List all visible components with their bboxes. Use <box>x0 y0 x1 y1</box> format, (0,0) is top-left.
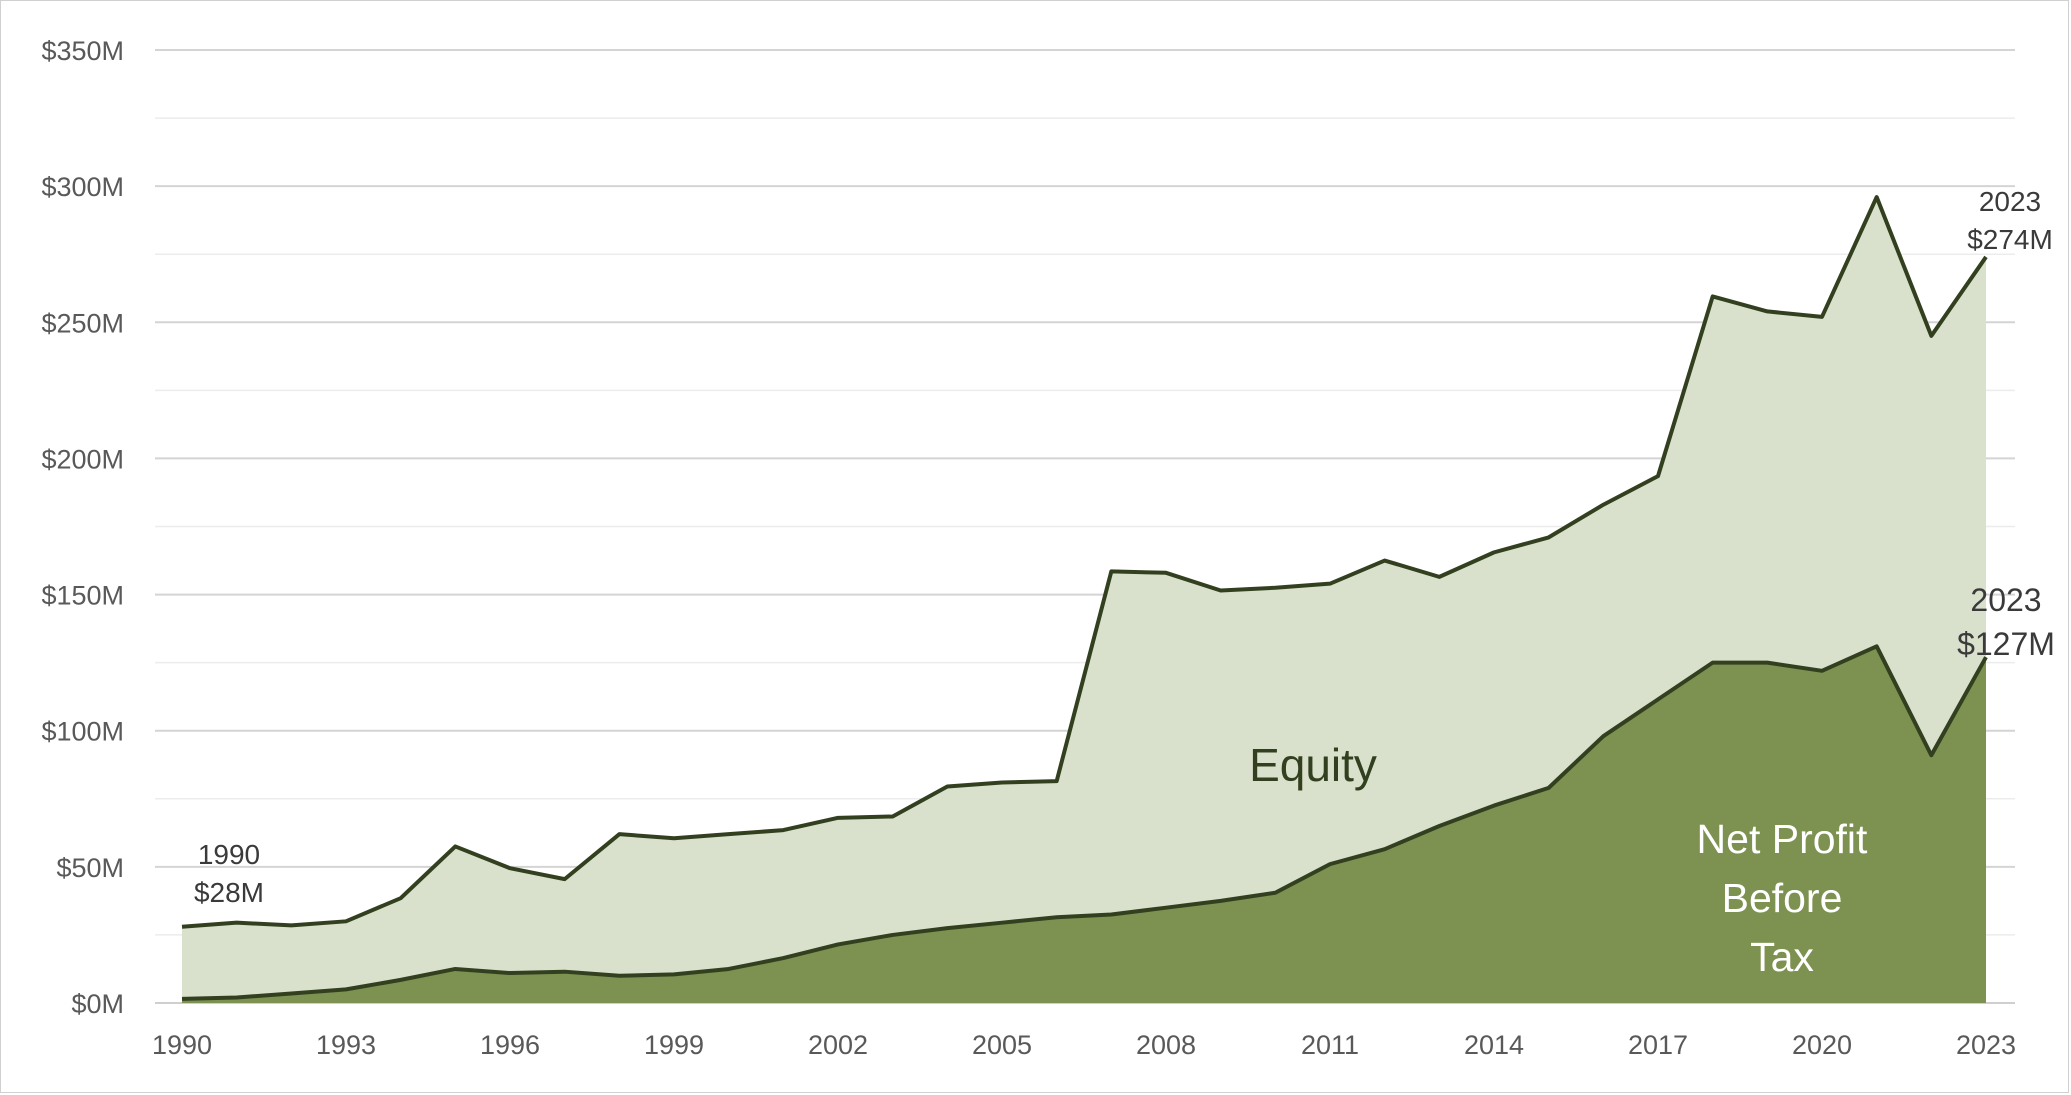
x-tick-label: 2020 <box>1792 1030 1852 1060</box>
start-annotation-year: 1990 <box>198 839 260 870</box>
x-tick-label: 2014 <box>1464 1030 1524 1060</box>
profit-series-label-line3: Tax <box>1750 934 1814 980</box>
x-tick-label: 2017 <box>1628 1030 1688 1060</box>
line-series <box>181 195 1988 1001</box>
x-tick-label: 1996 <box>480 1030 540 1060</box>
profit-end-annotation-year: 2023 <box>1970 582 2041 618</box>
y-tick-label: $200M <box>41 444 124 474</box>
line-net-profit <box>181 644 1988 1001</box>
y-tick-label: $100M <box>41 717 124 747</box>
x-tick-label: 1993 <box>316 1030 376 1060</box>
x-tick-label: 1999 <box>644 1030 704 1060</box>
y-tick-label: $350M <box>41 36 124 66</box>
equity-end-annotation-year: 2023 <box>1979 186 2041 217</box>
x-tick-label: 2011 <box>1301 1030 1359 1060</box>
profit-series-label-line1: Net Profit <box>1697 816 1868 862</box>
line-equity <box>181 195 1988 929</box>
x-tick-label: 2005 <box>972 1030 1032 1060</box>
profit-series-label-line2: Before <box>1722 875 1843 921</box>
y-tick-label: $50M <box>56 853 124 883</box>
y-tick-label: $0M <box>71 989 124 1019</box>
start-annotation-value: $28M <box>194 877 264 908</box>
x-tick-label: 2008 <box>1136 1030 1196 1060</box>
y-tick-label: $150M <box>41 581 124 611</box>
x-tick-label: 2002 <box>808 1030 868 1060</box>
profit-end-annotation-value: $127M <box>1957 626 2055 662</box>
area-series <box>182 197 1986 1003</box>
area-net-profit <box>182 646 1986 1003</box>
y-tick-label: $250M <box>41 308 124 338</box>
equity-series-label: Equity <box>1249 739 1377 791</box>
y-tick-label: $300M <box>41 172 124 202</box>
y-axis: $0M $50M $100M $150M $200M $250M $300M $350M <box>41 36 124 1019</box>
x-tick-label: 1990 <box>152 1030 212 1060</box>
x-axis: 1990 1993 1996 1999 2002 2005 2008 2011 2014 2017… <box>152 1030 2016 1060</box>
x-tick-label: 2023 <box>1956 1030 2016 1060</box>
equity-end-annotation-value: $274M <box>1967 224 2053 255</box>
